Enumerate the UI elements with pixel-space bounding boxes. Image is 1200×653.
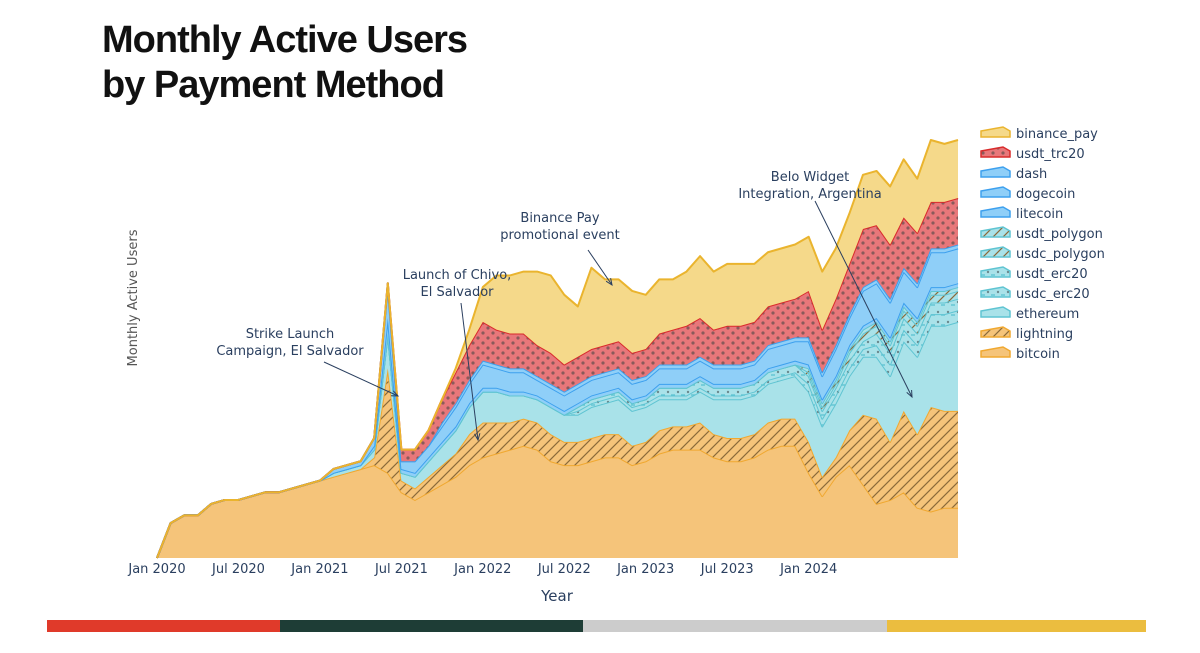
y-axis-label: Monthly Active Users	[126, 229, 141, 366]
annotation-arrow	[323, 361, 399, 397]
annotation-arrow	[587, 249, 613, 286]
legend-swatch	[980, 306, 1011, 318]
x-tick-label: Jan 2021	[290, 562, 348, 577]
legend-label: dash	[1016, 167, 1047, 182]
x-tick-label: Jan 2020	[127, 562, 185, 577]
annotation: Belo Widget Integration, Argentina	[738, 170, 913, 399]
chart-areas	[156, 139, 959, 559]
legend-label: bitcoin	[1016, 347, 1060, 362]
annotation-text: Launch of Chivo,	[403, 268, 512, 283]
annotation-text: Integration, Argentina	[738, 187, 881, 202]
legend-item-usdt-erc20: usdt_erc20	[980, 266, 1088, 282]
x-tick-label: Jan 2024	[779, 562, 837, 577]
legend-swatch	[980, 146, 1011, 158]
legend-swatch	[980, 206, 1011, 218]
legend-item-usdc-polygon: usdc_polygon	[980, 246, 1105, 262]
legend-label: usdc_polygon	[1016, 247, 1105, 262]
line-binance-pay	[156, 139, 959, 559]
legend-swatch	[980, 266, 1011, 278]
x-tick-label: Jul 2020	[211, 562, 265, 577]
x-tick-label: Jan 2022	[453, 562, 511, 577]
legend-swatch	[980, 286, 1011, 298]
chart-title-line2: by Payment Method	[102, 64, 445, 106]
legend-label: usdc_erc20	[1016, 287, 1090, 302]
chart-title-line1: Monthly Active Users	[102, 19, 468, 61]
annotation-arrowhead	[906, 389, 913, 399]
annotation: Binance Pay promotional event	[500, 211, 620, 287]
x-tick-label: Jul 2022	[537, 562, 591, 577]
annotation-text: promotional event	[500, 228, 620, 243]
legend-label: dogecoin	[1016, 187, 1075, 202]
annotation-text: El Salvador	[421, 285, 495, 300]
legend-label: litecoin	[1016, 207, 1063, 222]
legend-label: binance_pay	[1016, 127, 1098, 142]
strip-segment-yellow	[887, 620, 1146, 632]
legend-swatch	[980, 186, 1011, 198]
annotations: Strike Launch Campaign, El Salvador Launch…	[216, 170, 913, 442]
legend-swatch	[980, 346, 1011, 358]
annotation-arrowhead	[605, 278, 613, 287]
legend-label: lightning	[1016, 327, 1073, 342]
area-binance-pay	[157, 140, 958, 558]
annotation-text: Strike Launch	[246, 327, 335, 342]
x-axis-ticks: Jan 2020 Jul 2020 Jan 2021 Jul 2021 Jan 2022…	[127, 562, 837, 577]
legend-item-litecoin: litecoin	[980, 206, 1063, 222]
strip-segment-red	[47, 620, 280, 632]
x-tick-label: Jul 2021	[374, 562, 428, 577]
legend-item-lightning: lightning	[980, 326, 1073, 342]
x-axis-label: Year	[540, 587, 574, 605]
strip-segment-gray	[583, 620, 887, 632]
legend-item-bitcoin: bitcoin	[980, 346, 1060, 362]
annotation-arrowhead	[390, 390, 400, 397]
annotation-arrowhead	[474, 433, 481, 442]
annotation-text: Campaign, El Salvador	[216, 344, 364, 359]
legend-item-usdc-erc20: usdc_erc20	[980, 286, 1090, 302]
legend-swatch	[980, 246, 1011, 258]
x-tick-label: Jan 2023	[616, 562, 674, 577]
legend-swatch	[980, 166, 1011, 178]
annotation-arrow	[814, 200, 913, 398]
legend-item-dogecoin: dogecoin	[980, 186, 1075, 202]
legend-item-binance-pay: binance_pay	[980, 126, 1098, 142]
legend-swatch	[980, 126, 1011, 138]
annotation: Launch of Chivo, El Salvador	[403, 268, 512, 442]
annotation-text: Binance Pay	[520, 211, 599, 226]
legend-label: ethereum	[1016, 307, 1079, 322]
legend-label: usdt_polygon	[1016, 227, 1103, 242]
area-usdt-trc20	[157, 198, 958, 558]
legend-label: usdt_erc20	[1016, 267, 1088, 282]
strip-segment-dark-green	[280, 620, 583, 632]
area-lightning	[157, 368, 958, 558]
chart-title: Monthly Active Users by Payment Method	[102, 18, 468, 108]
legend-swatch	[980, 326, 1011, 338]
annotation-text: Belo Widget	[771, 170, 849, 185]
legend-swatch	[980, 226, 1011, 238]
area-dogecoin	[157, 248, 958, 558]
annotation: Strike Launch Campaign, El Salvador	[216, 327, 400, 397]
legend-item-dash: dash	[980, 166, 1047, 182]
legend-item-ethereum: ethereum	[980, 306, 1079, 322]
annotation-arrow	[460, 302, 479, 441]
legend-item-usdt-polygon: usdt_polygon	[980, 226, 1103, 242]
legend-label: usdt_trc20	[1016, 147, 1085, 162]
area-bitcoin	[157, 445, 958, 558]
x-tick-label: Jul 2023	[700, 562, 754, 577]
legend-item-usdt-trc20: usdt_trc20	[980, 146, 1085, 162]
